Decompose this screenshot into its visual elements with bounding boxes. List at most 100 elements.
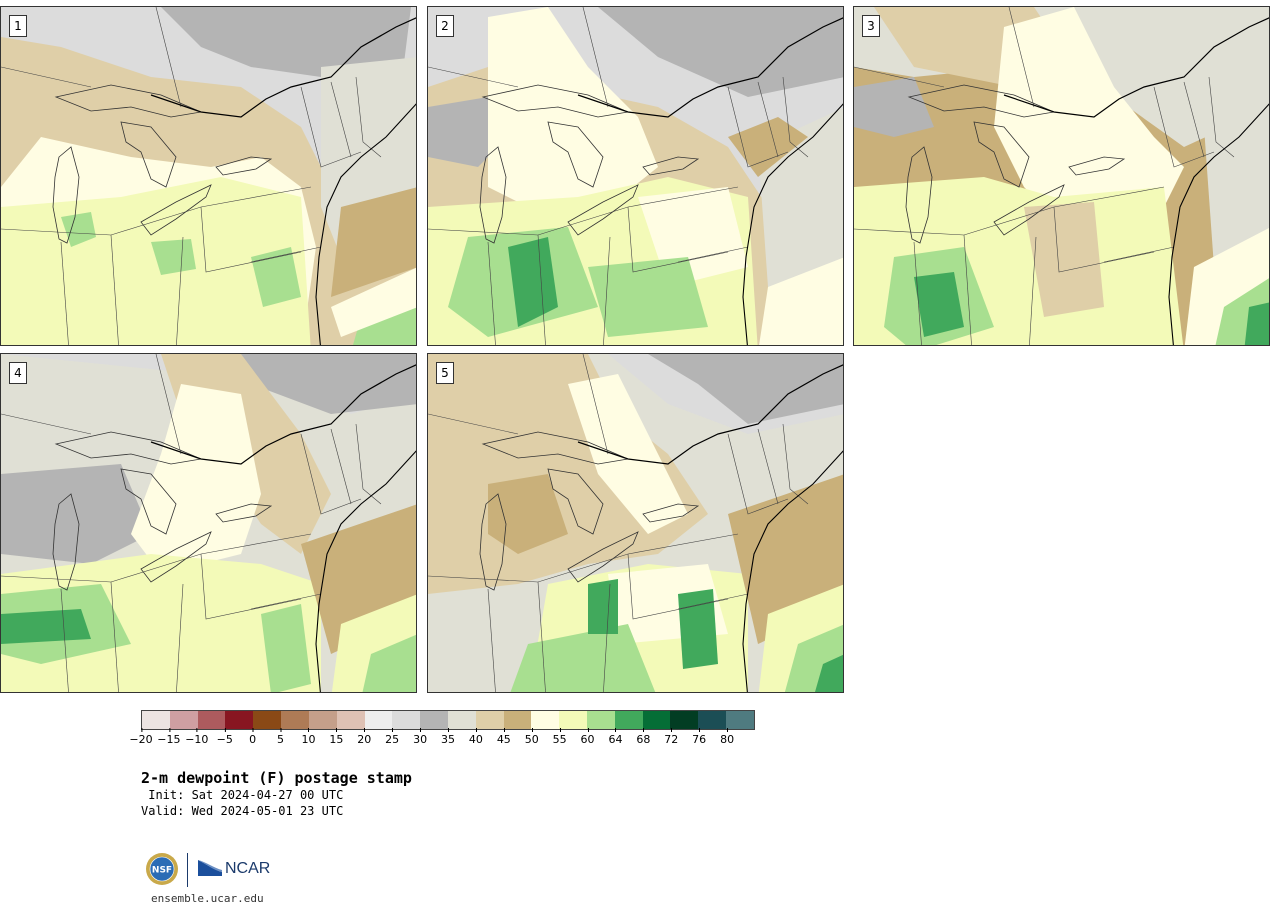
lake-outline	[547, 468, 604, 535]
river-border	[1003, 17, 1269, 118]
dewpoint-region	[331, 267, 416, 337]
colorbar-tick: 60	[581, 728, 595, 746]
colorbar-tick: 10	[301, 728, 315, 746]
dewpoint-region	[994, 7, 1184, 237]
dewpoint-region	[1244, 302, 1269, 345]
panel-number-label: 3	[862, 15, 880, 37]
lake-outline	[642, 156, 700, 176]
dewpoint-region	[488, 7, 658, 217]
lake-outline	[567, 531, 639, 583]
colorbar-tick: 72	[664, 728, 678, 746]
colorbar-tick-label: 20	[357, 733, 372, 746]
colorbar-swatch	[364, 711, 393, 729]
ncar-mark-icon	[198, 860, 222, 876]
colorbar-tick-label: 15	[329, 733, 344, 746]
colorbar-tick-label: 68	[636, 733, 651, 746]
dewpoint-region	[588, 257, 708, 337]
colorbar-tick-label: −5	[216, 733, 233, 746]
state-border	[1103, 246, 1175, 263]
colorbar-tick: 15	[329, 728, 344, 746]
lake-outline	[642, 503, 700, 523]
dewpoint-map-2	[428, 7, 843, 345]
chart-title: 2-m dewpoint (F) postage stamp	[141, 769, 412, 787]
dewpoint-map-1	[1, 7, 416, 345]
colorbar-tick-label: 80	[720, 733, 735, 746]
colorbar-tick-label: 76	[692, 733, 707, 746]
coastline	[315, 450, 416, 692]
map-panel-4: 4	[0, 353, 417, 693]
state-border	[677, 246, 749, 263]
lake-outline	[140, 531, 212, 583]
ncar-logo-text: NCAR	[225, 860, 271, 877]
coastline	[1168, 103, 1269, 345]
dewpoint-region	[1, 609, 91, 644]
panel-number-label: 5	[436, 362, 454, 384]
dewpoint-region	[914, 272, 964, 337]
dewpoint-region	[510, 624, 656, 692]
state-border	[603, 236, 611, 345]
state-border	[300, 433, 362, 515]
state-border	[155, 7, 182, 108]
nsf-logo-text: NSF	[152, 866, 172, 876]
dewpoint-colorbar	[141, 710, 755, 730]
colorbar-tick: 64	[608, 728, 623, 746]
coastline	[742, 103, 843, 345]
state-border	[913, 241, 922, 345]
dewpoint-region	[331, 187, 416, 297]
colorbar-tick: 25	[385, 728, 399, 746]
lake-outline	[907, 84, 1056, 118]
state-border	[487, 588, 496, 692]
state-border	[110, 234, 119, 345]
lake-outline	[479, 493, 507, 591]
state-border	[757, 81, 779, 158]
state-border	[330, 428, 352, 505]
state-border	[1029, 236, 1037, 345]
dewpoint-region	[362, 634, 416, 692]
panel-number-label: 1	[9, 15, 27, 37]
dewpoint-region	[131, 384, 261, 574]
state-border	[155, 354, 182, 455]
dewpoint-region	[61, 212, 96, 247]
logo-divider	[187, 853, 188, 887]
colorbar-tick: 0	[249, 728, 257, 746]
colorbar-swatch	[197, 711, 226, 729]
state-border	[250, 246, 322, 263]
colorbar-tick: 30	[413, 728, 428, 746]
lake-outline	[120, 121, 177, 188]
colorbar-swatch	[475, 711, 504, 729]
colorbar-tick-label: 40	[468, 733, 483, 746]
lake-outline	[215, 156, 273, 176]
dewpoint-region	[488, 474, 568, 554]
state-border	[60, 241, 69, 345]
state-border	[355, 423, 382, 505]
colorbar-swatch	[308, 711, 337, 729]
lake-outline	[140, 184, 212, 236]
colorbar-tick-labels: −20 −15 −10 −5 0 5 10 15 20 25 30 35 40 45 50 55 60 64 68 7…	[129, 728, 755, 750]
colorbar-tick: −20	[129, 728, 153, 746]
colorbar-tick-label: 55	[552, 733, 567, 746]
colorbar-tick-label: 30	[413, 733, 428, 746]
map-panel-5: 5	[427, 353, 844, 693]
state-border	[603, 583, 611, 692]
lake-outline	[547, 121, 604, 188]
colorbar-swatch	[531, 711, 560, 729]
dewpoint-region	[251, 247, 301, 307]
colorbar-swatch	[726, 711, 754, 729]
state-border	[782, 76, 809, 158]
state-border	[487, 241, 496, 345]
river-border	[577, 17, 843, 118]
dewpoint-region	[678, 589, 718, 669]
state-border	[727, 433, 789, 515]
colorbar-swatch	[253, 711, 282, 729]
state-border	[582, 354, 609, 455]
colorbar-tick-label: 64	[608, 733, 623, 746]
panel-number-label: 2	[436, 15, 454, 37]
dewpoint-region	[1024, 202, 1104, 317]
map-panel-3: 3	[853, 6, 1270, 346]
dewpoint-region	[1204, 97, 1269, 267]
dewpoint-region	[261, 604, 311, 692]
state-border	[627, 206, 729, 273]
colorbar-tick-label: 0	[249, 733, 257, 746]
dewpoint-region	[508, 237, 558, 327]
state-border	[1, 413, 92, 435]
